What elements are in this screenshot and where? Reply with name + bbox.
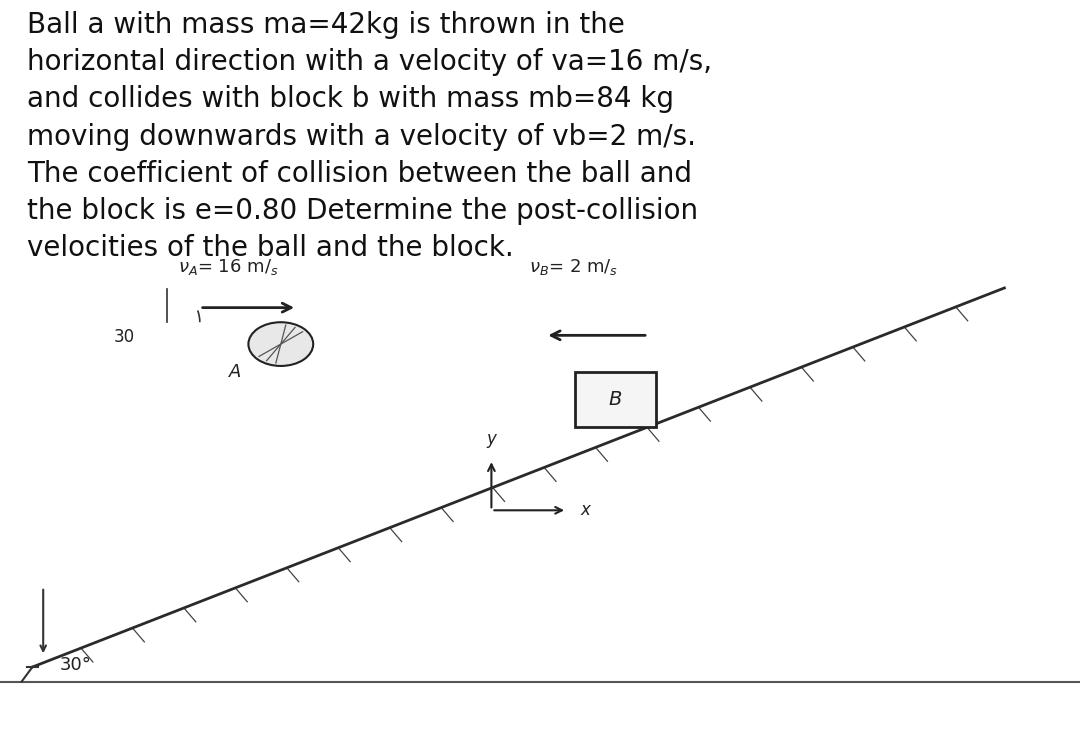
Text: x: x	[580, 502, 590, 519]
Text: A: A	[229, 363, 242, 381]
Text: B: B	[609, 390, 622, 409]
Text: $\nu_A$= 16 m/$_s$: $\nu_A$= 16 m/$_s$	[178, 257, 279, 277]
Text: 30°: 30°	[59, 656, 92, 674]
Bar	[576, 372, 657, 427]
Text: $\nu_B$= 2 m/$_s$: $\nu_B$= 2 m/$_s$	[529, 257, 619, 277]
Text: 30: 30	[113, 328, 135, 346]
Text: Ball a with mass ma=42kg is thrown in the
horizontal direction with a velocity o: Ball a with mass ma=42kg is thrown in th…	[27, 11, 712, 262]
Ellipse shape	[248, 322, 313, 366]
Text: y: y	[486, 430, 497, 448]
